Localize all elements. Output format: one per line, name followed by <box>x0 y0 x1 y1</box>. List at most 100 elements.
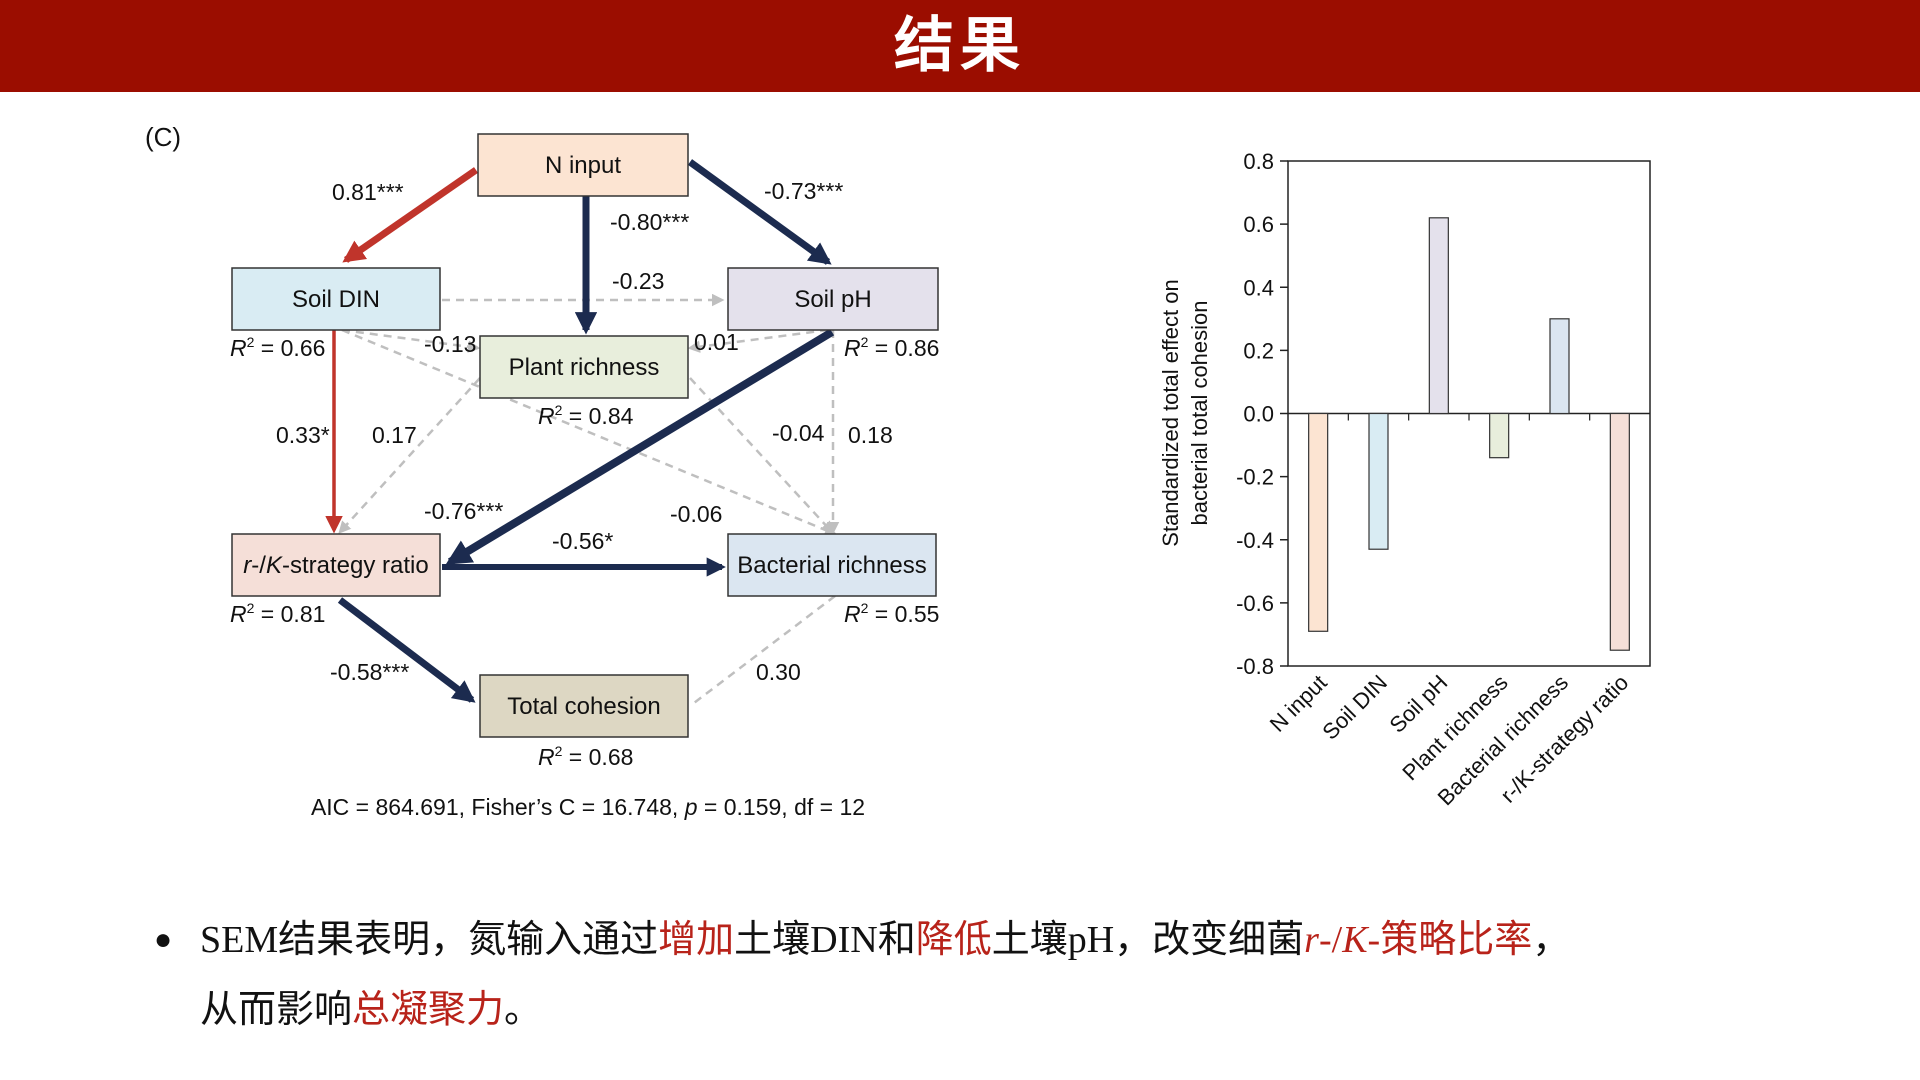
line1-segment: 土壤pH，改变细菌 <box>991 919 1305 961</box>
node-soil-ph-label: Soil pH <box>794 286 871 313</box>
x-tick-label: Plant richness <box>1397 670 1512 785</box>
node-rk-ratio-box <box>231 533 441 597</box>
coef-rk-to-bact: -0.56* <box>552 528 613 554</box>
r2-labels: R2 = 0.66 R2 = 0.86 R2 = 0.84 R2 = 0.81 … <box>230 334 939 770</box>
r2-soil-ph: R2 = 0.86 <box>844 334 939 361</box>
rk-italic-r: r <box>243 552 252 579</box>
node-n-input: N input <box>477 133 689 197</box>
node-soil-ph: Soil pH <box>727 267 939 331</box>
line1-segment: SEM结果表明，氮输入通过 <box>200 919 659 961</box>
slide-title: 结果 <box>894 11 1026 81</box>
node-rk-ratio-label: r-/K-strategy ratio <box>243 552 428 579</box>
header-bar <box>0 0 1920 92</box>
panel-label: (C) <box>145 122 181 152</box>
y-tick-label: 0.4 <box>1243 275 1274 300</box>
r2-soil-din: R2 = 0.66 <box>230 334 325 361</box>
path-coefficients: 0.81*** -0.80*** -0.73*** -0.23 -0.13 0.… <box>276 178 893 685</box>
node-rk-ratio: r-/K-strategy ratio <box>231 533 441 597</box>
bar-0 <box>1308 412 1329 632</box>
path-rk-to-cohesion <box>337 597 476 703</box>
y-tick-label: 0.2 <box>1243 338 1274 363</box>
coef-din-to-rk: 0.33* <box>276 422 330 448</box>
coef-n-to-plant: -0.80*** <box>610 209 689 235</box>
line1-segment: 降低 <box>915 919 992 961</box>
path-n-to-din <box>342 167 478 263</box>
line1-segment: 增加 <box>658 919 735 961</box>
node-total-cohesion-label: Total cohesion <box>507 693 660 720</box>
y-tick-label: 0.6 <box>1243 212 1274 237</box>
y-tick-label: 0.0 <box>1243 402 1274 427</box>
line1-segment: 土壤DIN和 <box>734 919 916 961</box>
model-fit-stats: AIC = 864.691, Fisher’s C = 16.748, p = … <box>311 794 865 820</box>
node-bacterial-richness-label: Bacterial richness <box>737 552 926 579</box>
total-effect-bar-chart: 0.8 0.6 0.4 0.2 0.0 -0.2 -0.4 -0.6 -0.8 N inputS… <box>1158 149 1651 810</box>
node-bacterial-richness: Bacterial richness <box>727 533 937 597</box>
y-tick-label: -0.8 <box>1236 654 1274 679</box>
sem-nonsig-paths <box>338 293 840 707</box>
coef-bact-to-cohesion: 0.30 <box>756 659 801 685</box>
line2-segment: 。 <box>504 989 543 1031</box>
path-din-to-bact <box>341 328 838 536</box>
coef-ph-to-rk: -0.76*** <box>424 498 503 524</box>
y-axis-label-line1: Standardized total effect on <box>1158 279 1183 546</box>
y-axis-ticks: 0.8 0.6 0.4 0.2 0.0 -0.2 -0.4 -0.6 -0.8 <box>1236 149 1288 679</box>
coef-n-to-ph: -0.73*** <box>764 178 843 204</box>
node-soil-din-label: Soil DIN <box>292 286 380 313</box>
node-bacterial-richness-box <box>727 533 937 597</box>
x-tick-label: Soil DIN <box>1317 670 1392 745</box>
line1-segment: ， <box>1532 919 1571 961</box>
node-n-input-label: N input <box>545 152 621 179</box>
path-n-to-ph <box>687 159 832 265</box>
bar-4 <box>1549 318 1570 415</box>
path-ph-to-plant <box>687 328 829 353</box>
line1-segment: r <box>1304 919 1319 961</box>
rk-italic-k: K <box>266 552 283 579</box>
coef-n-to-din: 0.81*** <box>332 179 404 205</box>
rk-rest: -strategy ratio <box>282 552 429 579</box>
coef-rk-to-cohesion: -0.58*** <box>330 659 409 685</box>
node-n-input-box <box>477 133 689 197</box>
node-total-cohesion-box <box>479 674 689 738</box>
coef-din-to-bact: -0.06 <box>670 501 722 527</box>
path-ph-to-rk <box>445 328 835 566</box>
coef-ph-to-bact: 0.18 <box>848 422 893 448</box>
node-plant-richness: Plant richness <box>479 335 689 399</box>
line1-segment: K <box>1342 919 1368 961</box>
path-bact-to-cohesion <box>689 595 836 707</box>
bar-3 <box>1489 412 1510 459</box>
bar-2 <box>1428 217 1449 415</box>
y-tick-label: -0.2 <box>1236 465 1274 490</box>
node-plant-richness-label: Plant richness <box>509 354 660 381</box>
line1-segment: -/ <box>1318 919 1343 961</box>
y-axis-label-line2: bacterial total cohesion <box>1187 300 1212 525</box>
node-soil-din: Soil DIN <box>231 267 441 331</box>
coef-ph-to-plant: 0.01 <box>694 329 739 355</box>
bullet-line-2: 从而影响总凝聚力。 <box>200 975 542 1045</box>
coef-din-to-ph: -0.23 <box>612 268 664 294</box>
r2-bacterial-richness: R2 = 0.55 <box>844 600 939 627</box>
node-soil-din-box <box>231 267 441 331</box>
coef-plant-to-rk: 0.17 <box>372 422 417 448</box>
r2-rk-ratio: R2 = 0.81 <box>230 600 325 627</box>
r2-plant-richness: R2 = 0.84 <box>538 402 634 429</box>
sem-sig-paths <box>325 159 835 703</box>
bar-1 <box>1368 412 1389 550</box>
bullet-dot: ● <box>154 923 173 956</box>
node-soil-ph-box <box>727 267 939 331</box>
bars <box>1308 217 1630 651</box>
bar-5 <box>1609 412 1630 651</box>
node-plant-richness-box <box>479 335 689 399</box>
coef-plant-to-bact: -0.04 <box>772 420 825 446</box>
r2-total-cohesion: R2 = 0.68 <box>538 743 633 770</box>
y-tick-label: 0.8 <box>1243 149 1274 174</box>
coef-din-to-plant: -0.13 <box>424 331 476 357</box>
node-total-cohesion: Total cohesion <box>479 674 689 738</box>
path-din-to-plant <box>341 328 481 353</box>
bullet-line-1: SEM结果表明，氮输入通过增加土壤DIN和降低土壤pH，改变细菌r-/K-策略比… <box>200 905 1570 975</box>
rk-sep: -/ <box>251 552 266 579</box>
line2-segment: 从而影响 <box>200 989 353 1031</box>
line2-segment: 总凝聚力 <box>352 989 505 1031</box>
y-tick-label: -0.6 <box>1236 591 1274 616</box>
